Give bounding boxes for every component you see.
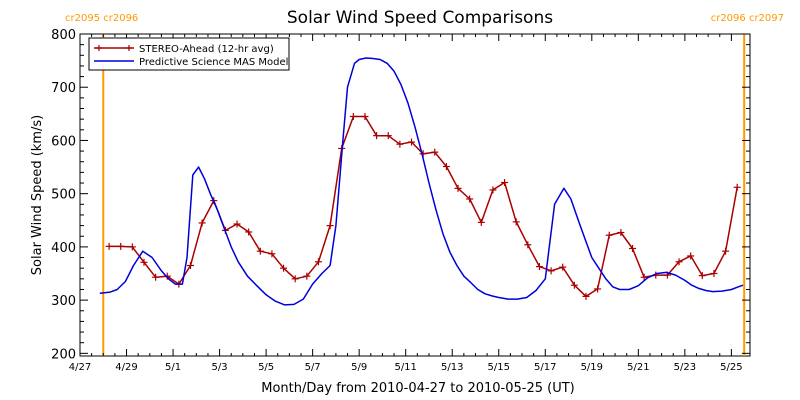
series-line-0 <box>109 115 738 298</box>
y-tick-label: 700 <box>51 81 76 96</box>
data-point <box>629 244 637 252</box>
data-point <box>547 267 555 275</box>
y-tick-label: 800 <box>51 28 76 43</box>
data-point <box>291 275 299 283</box>
data-point <box>722 247 730 255</box>
x-tick-label: 5/17 <box>534 362 556 373</box>
data-point <box>245 228 253 236</box>
x-tick-label: 5/15 <box>488 362 510 373</box>
carrington-marker-label: cr2096 cr2097 <box>711 13 784 24</box>
x-tick-label: 5/7 <box>305 362 321 373</box>
x-tick-label: 4/29 <box>115 362 137 373</box>
data-point <box>431 148 439 156</box>
x-tick-label: 5/25 <box>720 362 742 373</box>
data-point <box>303 272 311 280</box>
y-tick-label: 200 <box>51 347 76 362</box>
data-point <box>605 231 613 239</box>
series-line-1 <box>99 57 744 306</box>
x-tick-label: 5/1 <box>165 362 181 373</box>
data-point <box>117 242 125 250</box>
legend: STEREO-Ahead (12-hr avg) Predictive Scie… <box>88 37 290 71</box>
data-point <box>152 273 160 281</box>
x-tick-label: 5/11 <box>394 362 416 373</box>
data-point <box>489 186 497 194</box>
y-tick-label: 300 <box>51 294 76 309</box>
data-point <box>570 281 578 289</box>
x-tick-label: 4/27 <box>69 362 91 373</box>
legend-label-mas-model: Predictive Science MAS Model <box>139 57 288 68</box>
data-point <box>477 218 485 226</box>
data-point <box>105 242 113 250</box>
data-point <box>408 138 416 146</box>
data-point <box>361 112 369 120</box>
y-tick-label: 500 <box>51 188 76 203</box>
x-tick-label: 5/3 <box>212 362 228 373</box>
data-point <box>454 184 462 192</box>
data-point <box>501 178 509 186</box>
data-point <box>326 222 334 230</box>
data-point <box>396 140 404 148</box>
data-point <box>268 250 276 258</box>
data-point <box>280 264 288 272</box>
data-point <box>233 220 241 228</box>
chart-title: Solar Wind Speed Comparisons <box>287 8 553 28</box>
x-tick-label: 5/19 <box>581 362 603 373</box>
data-point <box>617 229 625 237</box>
y-tick-label: 600 <box>51 134 76 149</box>
y-axis-label: Solar Wind Speed (km/s) <box>30 115 45 275</box>
x-axis: 4/27 4/29 5/1 5/3 5/5 5/7 5/9 5/11 5/13 5/15 5/17 5… <box>69 34 743 373</box>
data-point <box>710 270 718 278</box>
x-axis-label: Month/Day from 2010-04-27 to 2010-05-25 … <box>261 381 574 396</box>
series-layer <box>99 57 744 306</box>
data-point <box>128 243 136 251</box>
data-point <box>373 132 381 140</box>
carrington-marker-lines <box>102 34 746 356</box>
x-tick-label: 5/13 <box>441 362 463 373</box>
data-point <box>675 258 683 266</box>
y-axis: 200 300 400 500 600 700 800 <box>51 28 750 362</box>
data-point <box>640 273 648 281</box>
x-tick-label: 5/9 <box>351 362 367 373</box>
plot-frame <box>79 33 751 357</box>
data-point <box>314 258 322 266</box>
x-tick-label: 5/5 <box>258 362 274 373</box>
data-point <box>559 263 567 271</box>
data-point <box>466 195 474 203</box>
data-point <box>687 252 695 260</box>
y-tick-label: 400 <box>51 241 76 256</box>
data-point <box>384 132 392 140</box>
data-point <box>698 272 706 280</box>
data-point <box>594 285 602 293</box>
legend-label-stereo: STEREO-Ahead (12-hr avg) <box>139 44 274 55</box>
x-tick-label: 5/23 <box>674 362 696 373</box>
data-point <box>256 247 264 255</box>
data-point <box>535 263 543 271</box>
carrington-marker-label: cr2095 cr2096 <box>65 13 138 24</box>
legend-box <box>88 37 290 71</box>
data-point <box>733 183 741 191</box>
data-point <box>512 218 520 226</box>
data-point <box>582 292 590 300</box>
x-tick-label: 5/21 <box>627 362 649 373</box>
data-point <box>198 219 206 227</box>
data-point <box>187 262 195 270</box>
data-point <box>349 112 357 120</box>
data-point <box>140 258 148 266</box>
data-point <box>524 241 532 249</box>
data-point <box>442 163 450 171</box>
carrington-markers: cr2095 cr2096 cr2096 cr2097 <box>65 13 784 24</box>
